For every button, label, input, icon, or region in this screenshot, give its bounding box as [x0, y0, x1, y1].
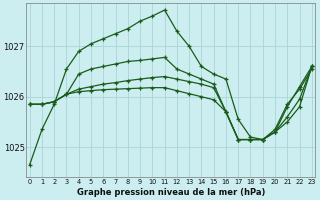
X-axis label: Graphe pression niveau de la mer (hPa): Graphe pression niveau de la mer (hPa) [76, 188, 265, 197]
